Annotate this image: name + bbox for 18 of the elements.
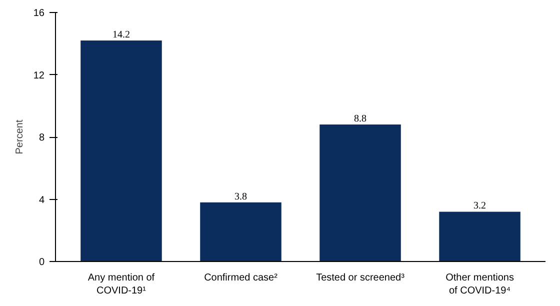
x-tick-label: Confirmed case² <box>204 272 278 284</box>
x-tick-label: Other mentions of COVID-19⁴ <box>446 272 514 297</box>
bar <box>320 124 401 262</box>
data-label: 3.8 <box>234 191 247 202</box>
x-tick-label: Any mention of COVID-19¹ <box>88 272 155 297</box>
y-tick-label: 12 <box>33 70 45 82</box>
y-tick-label: 4 <box>38 194 45 206</box>
y-tick-label: 16 <box>33 8 45 19</box>
data-label: 14.2 <box>112 30 130 41</box>
data-label: 8.8 <box>354 114 367 125</box>
bar <box>439 212 520 262</box>
y-tick-label: 0 <box>38 257 45 268</box>
x-tick-label: Tested or screened³ <box>316 272 406 284</box>
y-tick-label: 8 <box>38 132 45 144</box>
data-label: 3.2 <box>474 200 486 212</box>
bar <box>200 202 282 262</box>
bar <box>80 40 162 262</box>
y-axis-title: Percent <box>14 120 26 154</box>
